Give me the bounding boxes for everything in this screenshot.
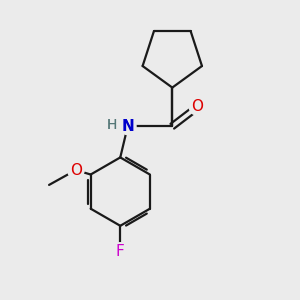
Text: O: O — [70, 163, 82, 178]
Circle shape — [68, 162, 84, 178]
Text: O: O — [192, 99, 204, 114]
Text: H: H — [106, 118, 116, 132]
Circle shape — [189, 99, 206, 115]
Circle shape — [112, 243, 129, 260]
Text: H: H — [106, 118, 116, 132]
Text: N: N — [121, 119, 134, 134]
Text: F: F — [116, 244, 125, 259]
Text: N: N — [122, 119, 134, 134]
Circle shape — [119, 118, 136, 134]
